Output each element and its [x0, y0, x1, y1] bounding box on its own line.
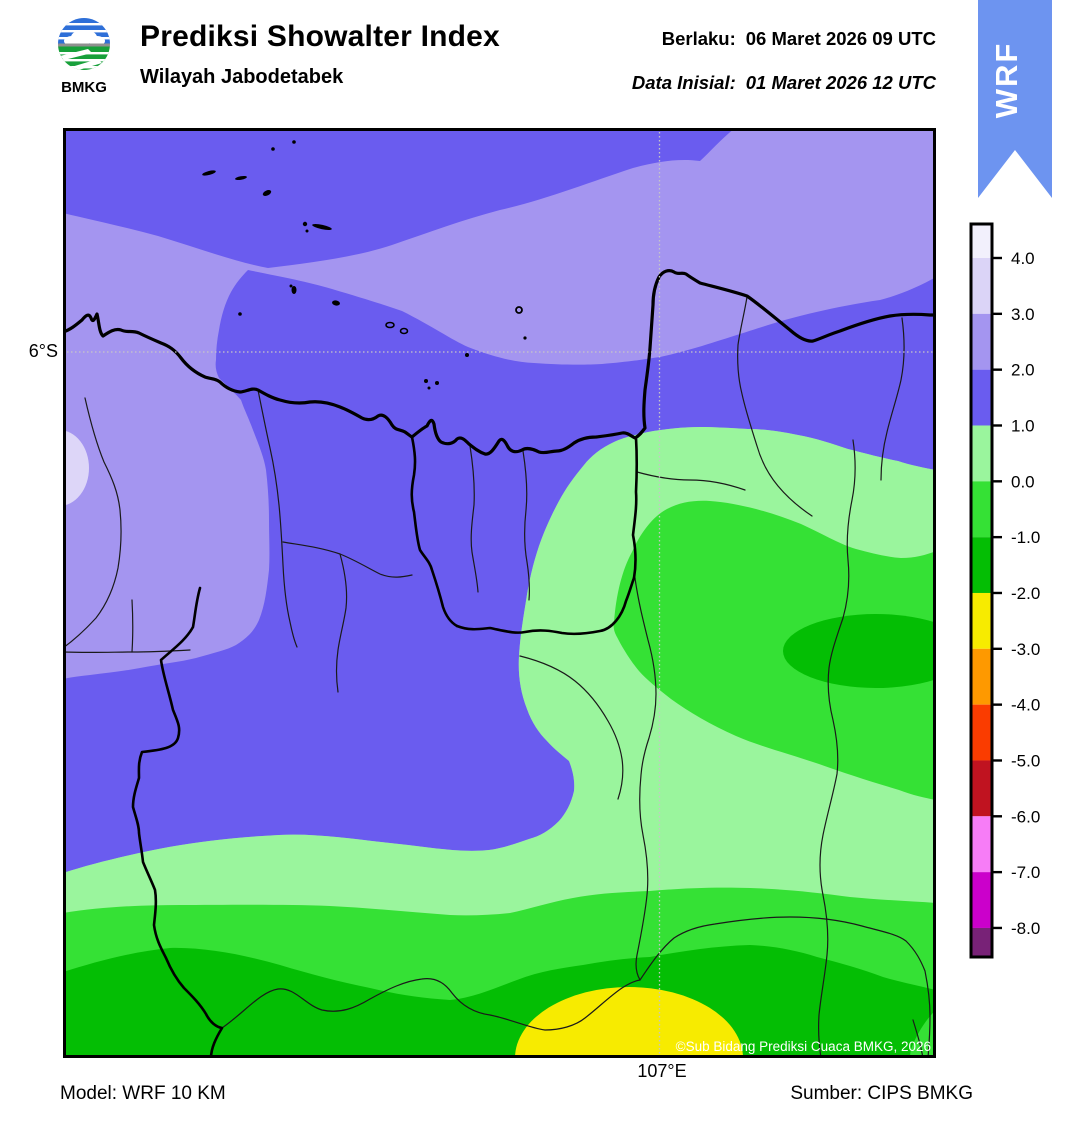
init-time-value: 01 Maret 2026 12 UTC	[745, 72, 936, 93]
footer-source-label: Sumber: CIPS BMKG	[790, 1083, 973, 1104]
colorbar-tick-label: -4.0	[1011, 696, 1040, 715]
page-title: Prediksi Showalter Index	[140, 20, 500, 53]
colorbar-tick-label: -3.0	[1011, 640, 1040, 659]
latitude-tick-label: 6°S	[28, 341, 58, 361]
page-subtitle: Wilayah Jabodetabek	[140, 66, 344, 88]
colorbar-segment	[971, 481, 992, 538]
colorbar-segment	[971, 872, 992, 928]
islands	[202, 140, 527, 390]
colorbar-segment	[971, 592, 992, 649]
colorbar-tick-label: -7.0	[1011, 863, 1040, 882]
colorbar-segment	[971, 648, 992, 705]
map-copyright: ©Sub Bidang Prediksi Cuaca BMKG, 2026	[676, 1039, 931, 1054]
valid-time-value: 06 Maret 2026 09 UTC	[745, 28, 936, 49]
colorbar-segment	[971, 537, 992, 593]
contour-region-si-3-4	[63, 430, 89, 506]
bmkg-logo-icon: BMKG	[58, 18, 110, 96]
ribbon-label: WRF	[989, 42, 1024, 119]
coastline	[63, 269, 936, 456]
colorbar-segment	[971, 927, 992, 957]
colorbar-tick-label: 3.0	[1011, 305, 1035, 324]
province-boundaries	[131, 435, 639, 1058]
map-canvas: ©Sub Bidang Prediksi Cuaca BMKG, 2026	[63, 128, 936, 1058]
colorbar-segment	[971, 704, 992, 761]
colorbar-segment	[971, 425, 992, 482]
colorbar-tick-label: -8.0	[1011, 919, 1040, 938]
contour-region-si-m1-0-east	[613, 500, 936, 800]
longitude-tick-label: 107°E	[637, 1061, 687, 1081]
valid-time-label: Berlaku:	[661, 28, 736, 49]
colorbar-segment	[971, 369, 992, 426]
init-time-label: Data Inisial:	[631, 72, 736, 93]
colorbar-tick-label: -6.0	[1011, 807, 1040, 826]
colorbar-tick-label: 1.0	[1011, 416, 1035, 435]
colorbar-tick-label: -1.0	[1011, 528, 1040, 547]
colorbar-segment	[971, 313, 992, 370]
wrf-ribbon-banner: WRF	[978, 0, 1052, 198]
ribbon-shape	[978, 0, 1052, 198]
colorbar-tick-label: -2.0	[1011, 584, 1040, 603]
colorbar-segment	[971, 760, 992, 817]
colorbar-segment	[971, 816, 992, 873]
colorbar-tick-label: 0.0	[1011, 472, 1035, 491]
valid-time-row: Berlaku: 06 Maret 2026 09 UTC	[662, 28, 936, 50]
colorbar-tick-label: -5.0	[1011, 751, 1040, 770]
bmkg-logo-label: BMKG	[61, 79, 107, 96]
colorbar-tick-label: 4.0	[1011, 249, 1035, 268]
map-frame	[63, 128, 936, 1058]
colorbar-segment	[971, 258, 992, 314]
contour-region-si-1-2-north	[63, 128, 735, 268]
colorbar-segment	[971, 224, 992, 258]
contour-region-si-m3-m2	[515, 987, 743, 1058]
colorbar-legend: 4.0 3.0 2.0 1.0 0.0 -1.0 -2.0 -3.0 -4.0 -5.0 -6.0 -…	[969, 222, 1040, 959]
contour-region-si-m2-m1-east	[783, 614, 936, 688]
district-boundaries	[63, 296, 931, 1058]
colorbar-tick-label: 2.0	[1011, 361, 1035, 380]
init-time-row: Data Inisial: 01 Maret 2026 12 UTC	[632, 72, 936, 94]
graticule-lines	[63, 128, 936, 1058]
contour-region-si-1-2-central	[63, 270, 936, 873]
colorbar-border	[969, 222, 994, 959]
footer-model-label: Model: WRF 10 KM	[60, 1083, 226, 1104]
